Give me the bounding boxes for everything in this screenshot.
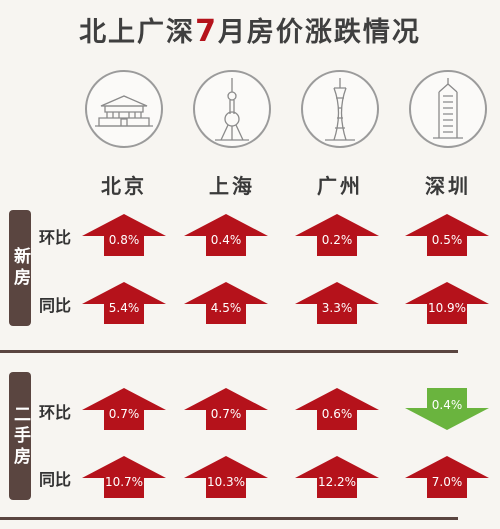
group-label: 新房 xyxy=(10,247,30,289)
section-divider xyxy=(0,350,458,353)
arrow-up-icon: 0.8% xyxy=(82,214,166,256)
title-suffix: 月房价涨跌情况 xyxy=(217,17,421,48)
arrow-up-icon: 4.5% xyxy=(184,282,268,324)
group-tab-new-homes: 新房 xyxy=(9,210,31,326)
arrow-up-icon: 0.4% xyxy=(184,214,268,256)
row-label-yoy-resale: 同比 xyxy=(39,470,72,489)
city-header-shanghai: 上海 xyxy=(177,70,287,199)
change-value: 7.0% xyxy=(431,475,463,489)
oriental-pearl-tower-icon xyxy=(193,70,271,148)
change-value: 12.2% xyxy=(317,475,357,489)
arrow-up-icon: 12.2% xyxy=(295,456,379,498)
canton-tower-icon xyxy=(301,70,379,148)
change-value: 4.5% xyxy=(210,301,242,315)
city-header-shenzhen: 深圳 xyxy=(393,70,500,199)
arrow-up-icon: 0.6% xyxy=(295,388,379,430)
change-value: 0.5% xyxy=(431,233,463,247)
page-title: 北上广深7月房价涨跌情况 xyxy=(0,10,500,49)
arrow-up-icon: 0.2% xyxy=(295,214,379,256)
city-name: 上海 xyxy=(209,174,255,198)
city-name: 广州 xyxy=(317,174,363,198)
arrow-up-icon: 10.3% xyxy=(184,456,268,498)
change-value: 0.6% xyxy=(321,407,353,421)
skyscraper-icon xyxy=(409,70,487,148)
group-tab-resale-homes: 二手房 xyxy=(9,372,31,500)
change-value: 0.2% xyxy=(321,233,353,247)
change-value: 5.4% xyxy=(108,301,140,315)
arrow-up-icon: 10.9% xyxy=(405,282,489,324)
tiananmen-icon xyxy=(85,70,163,148)
city-name: 北京 xyxy=(101,174,147,198)
city-header-guangzhou: 广州 xyxy=(285,70,395,199)
change-value: 0.4% xyxy=(431,398,463,412)
city-header-beijing: 北京 xyxy=(69,70,179,199)
arrow-up-icon: 10.7% xyxy=(82,456,166,498)
row-label-mom-resale: 环比 xyxy=(39,403,72,422)
arrow-up-icon: 3.3% xyxy=(295,282,379,324)
city-name: 深圳 xyxy=(425,174,471,198)
arrow-up-icon: 7.0% xyxy=(405,456,489,498)
change-value: 0.7% xyxy=(108,407,140,421)
group-label: 二手房 xyxy=(10,404,30,468)
arrow-up-icon: 0.7% xyxy=(82,388,166,430)
arrow-down-icon: 0.4% xyxy=(405,388,489,430)
change-value: 10.9% xyxy=(427,301,467,315)
title-prefix: 北上广深 xyxy=(79,17,196,48)
change-value: 3.3% xyxy=(321,301,353,315)
row-label-yoy-new: 同比 xyxy=(39,296,72,315)
change-value: 10.7% xyxy=(104,475,144,489)
arrow-up-icon: 5.4% xyxy=(82,282,166,324)
change-value: 0.8% xyxy=(108,233,140,247)
arrow-up-icon: 0.7% xyxy=(184,388,268,430)
change-value: 0.7% xyxy=(210,407,242,421)
row-label-mom-new: 环比 xyxy=(39,228,72,247)
arrow-up-icon: 0.5% xyxy=(405,214,489,256)
title-highlight: 7 xyxy=(195,14,218,49)
section-divider xyxy=(0,517,458,520)
change-value: 0.4% xyxy=(210,233,242,247)
change-value: 10.3% xyxy=(206,475,246,489)
